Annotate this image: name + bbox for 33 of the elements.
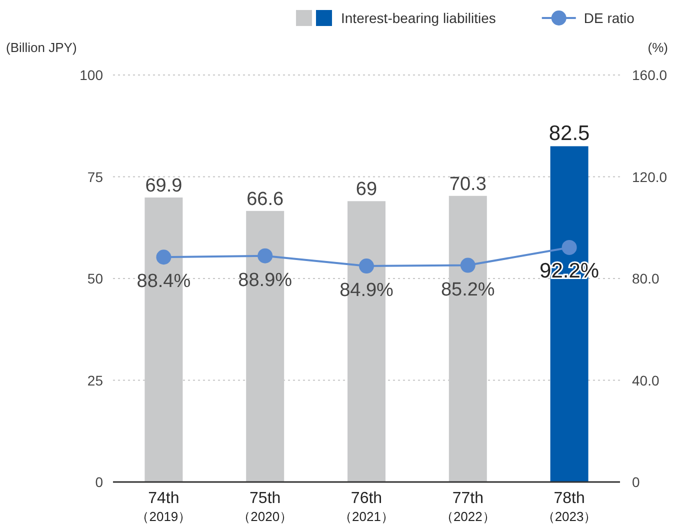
point	[562, 240, 577, 255]
data-label: 88.9%	[238, 270, 292, 291]
y-tick-label: 75	[87, 168, 104, 185]
x-tick-label: 74th （2019）	[136, 490, 192, 524]
data-label: 84.9%	[340, 280, 394, 302]
data-label: 82.5	[548, 122, 590, 146]
y2-tick-label: 0	[632, 474, 640, 490]
data-label: 69.9	[145, 176, 182, 197]
point	[460, 258, 476, 273]
data-label: 88.4%	[136, 271, 191, 292]
point	[359, 258, 374, 274]
y2-tick-label: 160.0	[632, 67, 668, 83]
y-tick-label: 50	[87, 270, 104, 286]
point	[258, 248, 273, 264]
point	[156, 250, 172, 265]
y-tick-label: 0	[95, 474, 104, 490]
data-label: 66.6	[246, 188, 284, 210]
data-label: 69	[356, 179, 378, 200]
y2-tick-label: 80.0	[632, 270, 660, 286]
y2-tick-label: 40.0	[632, 372, 660, 388]
legend-label: DE ratio	[584, 10, 635, 26]
x-tick-label: 77th （2022）	[440, 490, 496, 524]
y-axis-title: (Billion JPY)	[6, 40, 77, 55]
x-tick-label: 75th （2020）	[238, 490, 293, 524]
y-tick-label: 25	[87, 372, 104, 388]
x-tick-label: 76th （2021）	[339, 490, 394, 524]
y-tick-label: 100	[80, 67, 104, 83]
legend-label: Interest-bearing liabilities	[341, 10, 496, 26]
data-label: 70.3	[449, 174, 486, 195]
x-tick-label: 78th （2023）	[542, 490, 597, 524]
y2-axis-title: (%)	[648, 40, 668, 55]
y2-tick-label: 120.0	[632, 168, 668, 185]
data-label: 85.2%	[440, 279, 495, 300]
